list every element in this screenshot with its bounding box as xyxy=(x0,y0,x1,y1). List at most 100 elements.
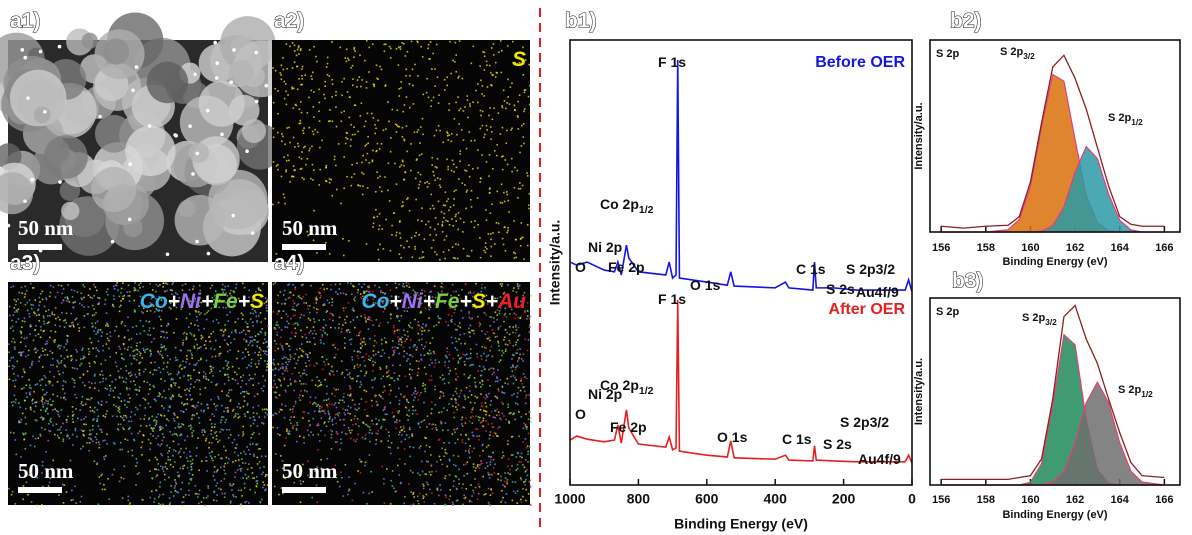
eds-pixel xyxy=(148,419,150,421)
eds-pixel xyxy=(520,188,522,190)
eds-pixel xyxy=(261,455,263,457)
eds-pixel xyxy=(335,423,337,425)
eds-pixel xyxy=(172,282,174,284)
eds-pixel xyxy=(136,353,138,355)
eds-pixel xyxy=(493,332,495,334)
eds-pixel xyxy=(426,494,428,496)
eds-pixel xyxy=(216,500,218,502)
eds-pixel xyxy=(443,456,445,458)
eds-pixel xyxy=(180,488,182,490)
eds-pixel xyxy=(162,466,164,468)
eds-pixel xyxy=(220,489,222,491)
eds-pixel xyxy=(139,287,141,289)
eds-pixel xyxy=(288,361,290,363)
eds-pixel xyxy=(518,188,520,190)
eds-pixel xyxy=(89,442,91,444)
eds-pixel xyxy=(234,476,236,478)
eds-pixel xyxy=(64,297,66,299)
eds-pixel xyxy=(158,469,160,471)
eds-pixel xyxy=(162,504,164,506)
eds-pixel xyxy=(94,382,96,384)
eds-pixel xyxy=(296,422,298,424)
eds-pixel xyxy=(462,317,464,319)
eds-pixel xyxy=(127,401,129,403)
peak-label-main: O xyxy=(575,406,586,422)
eds-pixel xyxy=(361,162,363,164)
eds-pixel xyxy=(193,369,195,371)
eds-pixel xyxy=(12,368,14,370)
eds-pixel xyxy=(40,355,42,357)
eds-pixel xyxy=(388,435,390,437)
eds-pixel xyxy=(345,294,347,296)
eds-pixel xyxy=(471,451,473,453)
eds-pixel xyxy=(384,85,386,87)
eds-pixel xyxy=(503,321,505,323)
eds-pixel xyxy=(26,337,28,339)
eds-pixel xyxy=(453,198,455,200)
eds-pixel xyxy=(456,349,458,351)
eds-pixel xyxy=(306,391,308,393)
eds-pixel xyxy=(123,295,125,297)
eds-pixel xyxy=(530,485,532,487)
eds-pixel xyxy=(227,407,229,409)
eds-pixel xyxy=(314,411,316,413)
eds-pixel xyxy=(354,483,356,485)
eds-pixel xyxy=(58,437,60,439)
eds-pixel xyxy=(96,409,98,411)
eds-pixel xyxy=(351,419,353,421)
eds-pixel xyxy=(64,358,66,360)
eds-pixel xyxy=(223,331,225,333)
eds-pixel xyxy=(205,340,207,342)
eds-pixel xyxy=(445,496,447,498)
eds-pixel xyxy=(441,391,443,393)
eds-pixel xyxy=(89,338,91,340)
eds-pixel xyxy=(523,111,525,113)
eds-pixel xyxy=(308,332,310,334)
eds-pixel xyxy=(512,370,514,372)
eds-pixel xyxy=(414,387,416,389)
eds-pixel xyxy=(258,360,260,362)
eds-pixel xyxy=(502,202,504,204)
eds-pixel xyxy=(289,292,291,294)
eds-pixel xyxy=(448,498,450,500)
eds-pixel xyxy=(362,341,364,343)
eds-pixel xyxy=(413,399,415,401)
eds-pixel xyxy=(118,346,120,348)
eds-pixel xyxy=(443,217,445,219)
eds-pixel xyxy=(326,334,328,336)
eds-pixel xyxy=(161,331,163,333)
eds-pixel xyxy=(96,439,98,441)
eds-pixel xyxy=(307,158,309,160)
eds-pixel xyxy=(445,321,447,323)
eds-pixel xyxy=(191,334,193,336)
eds-pixel xyxy=(21,355,23,357)
eds-pixel xyxy=(45,411,47,413)
eds-pixel xyxy=(501,105,503,107)
eds-pixel xyxy=(29,316,31,318)
eds-pixel xyxy=(56,366,58,368)
eds-pixel xyxy=(14,342,16,344)
eds-pixel xyxy=(377,78,379,80)
eds-pixel xyxy=(381,228,383,230)
eds-pixel xyxy=(348,476,350,478)
eds-pixel xyxy=(212,413,214,415)
eds-pixel xyxy=(76,359,78,361)
eds-pixel xyxy=(416,393,418,395)
eds-pixel xyxy=(411,327,413,329)
eds-pixel xyxy=(259,347,261,349)
eds-pixel xyxy=(149,384,151,386)
eds-pixel xyxy=(89,366,91,368)
eds-pixel xyxy=(29,392,31,394)
eds-pixel xyxy=(395,282,397,284)
eds-pixel xyxy=(354,134,356,136)
eds-pixel xyxy=(385,43,387,45)
eds-pixel xyxy=(480,386,482,388)
eds-pixel xyxy=(246,446,248,448)
eds-pixel xyxy=(397,447,399,449)
eds-pixel xyxy=(243,374,245,376)
eds-pixel xyxy=(28,379,30,381)
eds-pixel xyxy=(264,416,266,418)
eds-pixel xyxy=(294,367,296,369)
eds-pixel xyxy=(256,321,258,323)
eds-pixel xyxy=(262,375,264,377)
